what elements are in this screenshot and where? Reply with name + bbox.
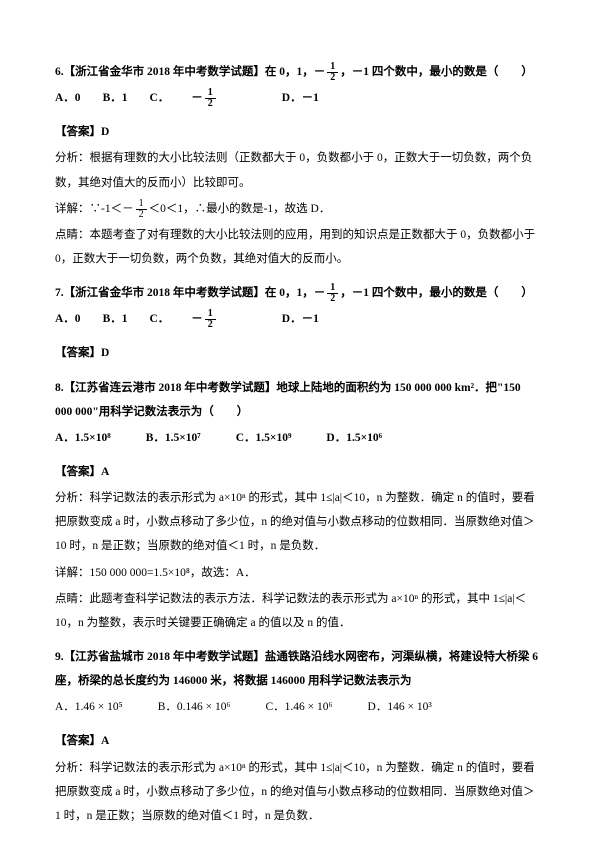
q7-answer: 【答案】D xyxy=(55,341,540,365)
q6-analysis: 分析：根据有理数的大小比较法则（正数都大于 0，负数都小于 0，正数大于一切负数… xyxy=(55,146,540,194)
q9-answer: 【答案】A xyxy=(55,729,540,753)
q6-detail: 详解：∵-1＜－12＜0＜1，∴最小的数是-1，故选 D． xyxy=(55,197,540,221)
q7-options: A．0B．1C．－12D．－1 xyxy=(55,307,540,331)
q7-stem: 7.【浙江省金华市 2018 年中考数学试题】在 0，1，－12，－1 四个数中… xyxy=(55,281,540,305)
q9-options: A．1.46 × 10⁵B．0.146 × 10⁶C．1.46 × 10⁶D．1… xyxy=(55,695,540,719)
q8-point: 点睛：此题考查科学记数法的表示方法．科学记数法的表示形式为 a×10ⁿ 的形式，… xyxy=(55,587,540,635)
q9-analysis: 分析：科学记数法的表示形式为 a×10ⁿ 的形式，其中 1≤|a|＜10，n 为… xyxy=(55,756,540,828)
q8-answer: 【答案】A xyxy=(55,460,540,484)
q8-options: A．1.5×10⁸B．1.5×10⁷C．1.5×10⁹D．1.5×10⁶ xyxy=(55,426,540,450)
q9-stem: 9.【江苏省盐城市 2018 年中考数学试题】盐通铁路沿线水网密布，河渠纵横，将… xyxy=(55,645,540,693)
q8-detail: 详解：150 000 000=1.5×10⁸，故选：A． xyxy=(55,561,540,585)
q8-stem: 8.【江苏省连云港市 2018 年中考数学试题】地球上陆地的面积约为 150 0… xyxy=(55,376,540,424)
q6-answer: 【答案】D xyxy=(55,120,540,144)
q6-options: A．0B．1C．－12D．－1 xyxy=(55,86,540,110)
q6-point: 点睛：本题考查了对有理数的大小比较法则的应用，用到的知识点是正数都大于 0，负数… xyxy=(55,223,540,271)
q6-stem: 6.【浙江省金华市 2018 年中考数学试题】在 0，1，－12，－1 四个数中… xyxy=(55,60,540,84)
q8-analysis: 分析：科学记数法的表示形式为 a×10ⁿ 的形式，其中 1≤|a|＜10，n 为… xyxy=(55,486,540,558)
